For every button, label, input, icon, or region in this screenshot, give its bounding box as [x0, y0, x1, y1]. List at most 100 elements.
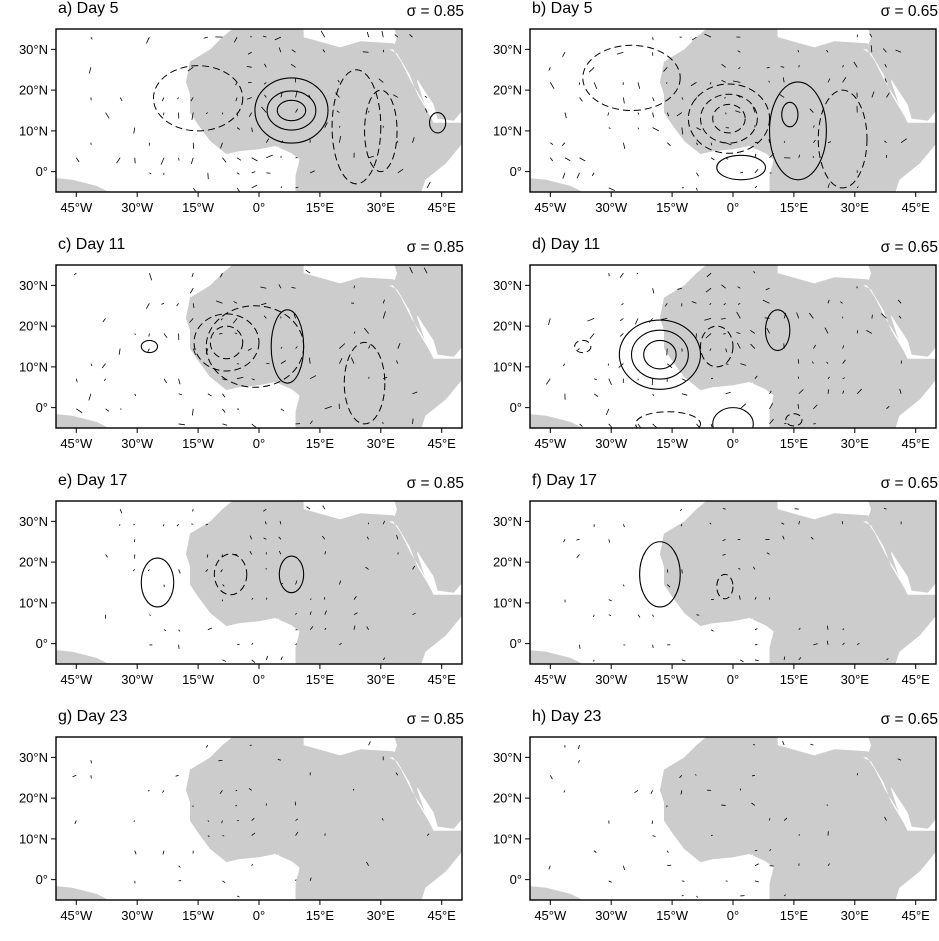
- wind-vector: [106, 113, 110, 119]
- wind-vector: [192, 409, 193, 416]
- x-tick-label: 15°E: [306, 672, 335, 687]
- wind-vector: [222, 409, 225, 413]
- y-tick-label: 10°N: [493, 831, 522, 846]
- x-tick-label: 45°E: [428, 200, 457, 215]
- x-tick-label: 30°W: [595, 436, 628, 451]
- wind-vector: [562, 143, 565, 146]
- wind-vector: [550, 775, 552, 779]
- y-tick-label: 0°: [510, 872, 522, 887]
- wind-vector: [609, 600, 612, 601]
- wind-vector: [810, 744, 813, 745]
- x-tick-label: 30°E: [367, 908, 396, 923]
- x-tick-label: 45°W: [60, 436, 93, 451]
- y-tick-label: 10°N: [493, 359, 522, 374]
- wind-vector: [103, 318, 106, 322]
- wind-vector: [563, 52, 565, 56]
- wind-vector: [149, 615, 150, 616]
- x-tick-label: 45°W: [534, 672, 567, 687]
- wind-vector: [609, 379, 612, 385]
- x-tick-label: 15°E: [306, 908, 335, 923]
- x-tick-label: 0°: [727, 672, 739, 687]
- wind-vector: [119, 524, 120, 525]
- x-tick-label: 30°W: [121, 908, 154, 923]
- wind-vector: [89, 67, 91, 73]
- wind-vector: [75, 821, 76, 824]
- wind-vector: [222, 660, 226, 662]
- wind-vector: [682, 394, 687, 395]
- x-tick-label: 30°E: [841, 436, 870, 451]
- wind-vector: [237, 173, 239, 174]
- wind-vector: [740, 404, 745, 409]
- wind-vector: [578, 760, 579, 762]
- wind-vector: [608, 364, 609, 366]
- wind-vector: [638, 113, 639, 115]
- y-tick-label: 20°N: [493, 83, 522, 98]
- y-tick-label: 30°N: [493, 278, 522, 293]
- wind-vector: [176, 775, 179, 776]
- y-tick-label: 20°N: [493, 319, 522, 334]
- wind-vector: [106, 409, 109, 411]
- x-tick-label: 30°W: [121, 436, 154, 451]
- wind-vector: [164, 379, 167, 383]
- y-tick-label: 20°N: [19, 555, 48, 570]
- x-tick-label: 30°E: [841, 672, 870, 687]
- wind-vector: [91, 760, 92, 763]
- wind-vector: [755, 169, 758, 173]
- wind-vector: [593, 660, 594, 662]
- x-tick-label: 45°E: [428, 436, 457, 451]
- x-tick-label: 45°E: [902, 436, 931, 451]
- contour-solid: [141, 558, 173, 607]
- wind-vector: [580, 424, 583, 427]
- wind-vector: [550, 143, 553, 145]
- wind-vector: [550, 158, 552, 161]
- wind-vector: [563, 364, 565, 366]
- wind-vector: [120, 97, 122, 100]
- wind-vector: [135, 851, 136, 855]
- wind-vector: [179, 394, 182, 395]
- wind-vector: [281, 657, 283, 660]
- y-tick-label: 0°: [36, 400, 48, 415]
- wind-vector: [369, 741, 371, 745]
- wind-vector: [638, 128, 639, 130]
- x-tick-label: 30°E: [841, 200, 870, 215]
- wind-vector: [667, 349, 668, 356]
- wind-vector: [163, 524, 164, 526]
- y-tick-label: 10°N: [19, 359, 48, 374]
- wind-vector: [192, 273, 193, 277]
- wind-vector: [134, 128, 135, 134]
- wind-vector: [164, 630, 166, 631]
- wind-vector: [653, 645, 654, 648]
- wind-vector: [163, 851, 164, 855]
- wind-vector: [653, 128, 659, 131]
- wind-vector: [711, 424, 712, 427]
- y-tick-label: 30°N: [493, 750, 522, 765]
- wind-vector: [623, 866, 624, 870]
- y-tick-label: 30°N: [19, 750, 48, 765]
- x-tick-label: 0°: [727, 908, 739, 923]
- x-tick-label: 0°: [253, 672, 265, 687]
- y-tick-label: 30°N: [19, 278, 48, 293]
- water-body: [294, 868, 299, 874]
- y-tick-label: 20°N: [19, 83, 48, 98]
- wind-vector: [606, 409, 608, 415]
- y-tick-label: 30°N: [493, 514, 522, 529]
- wind-vector: [590, 333, 594, 338]
- x-tick-label: 15°W: [656, 672, 689, 687]
- y-tick-label: 20°N: [19, 791, 48, 806]
- wind-vector: [208, 394, 212, 396]
- y-tick-label: 20°N: [19, 319, 48, 334]
- x-tick-label: 30°W: [595, 908, 628, 923]
- wind-vector: [148, 349, 150, 353]
- y-tick-label: 30°N: [19, 42, 48, 57]
- wind-vector: [682, 379, 687, 381]
- x-tick-label: 15°W: [656, 200, 689, 215]
- wind-vector: [594, 394, 598, 397]
- wind-vector: [609, 881, 612, 883]
- wind-vector: [755, 629, 757, 630]
- water-body: [294, 160, 299, 166]
- wind-vector: [135, 333, 136, 334]
